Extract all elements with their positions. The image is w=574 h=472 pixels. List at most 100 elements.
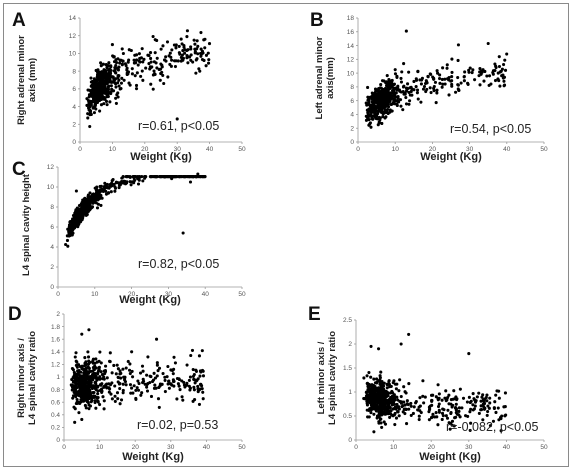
data-point <box>95 88 99 92</box>
data-point <box>102 384 106 388</box>
data-point <box>471 403 475 407</box>
data-point <box>70 385 75 389</box>
data-point <box>385 90 389 94</box>
data-point <box>102 399 106 403</box>
data-point <box>151 34 155 39</box>
data-point <box>127 48 131 52</box>
data-point <box>382 381 386 385</box>
data-point <box>128 371 132 376</box>
data-point <box>388 406 392 410</box>
data-point <box>494 393 498 397</box>
data-point <box>94 375 98 379</box>
data-point <box>161 372 165 376</box>
data-point <box>107 61 111 65</box>
data-point <box>185 48 189 53</box>
data-point <box>157 385 161 389</box>
data-point <box>171 372 175 376</box>
data-point <box>486 409 490 414</box>
data-point <box>435 91 439 95</box>
data-point <box>499 417 503 421</box>
data-point <box>86 195 90 199</box>
data-point <box>375 381 379 385</box>
data-point <box>407 90 411 94</box>
data-point <box>377 87 381 91</box>
data-point <box>471 408 475 412</box>
data-point <box>131 391 135 395</box>
data-point <box>409 413 413 417</box>
y-tick-label: 10 <box>47 184 55 191</box>
data-point <box>84 406 88 410</box>
data-point <box>97 92 101 96</box>
data-point <box>109 80 113 84</box>
data-point <box>473 400 478 404</box>
data-point <box>486 41 490 46</box>
data-point <box>163 375 167 379</box>
data-point <box>93 399 97 403</box>
data-point <box>442 408 446 412</box>
data-point <box>421 87 426 91</box>
data-point <box>123 378 127 382</box>
data-point <box>73 225 77 229</box>
data-point <box>407 382 411 386</box>
data-point <box>94 198 98 202</box>
data-point <box>203 46 207 50</box>
data-point <box>78 378 82 383</box>
data-point <box>106 92 110 96</box>
y-tick-label: 2 <box>348 341 352 348</box>
x-axis-label: Weight (Kg) <box>119 294 181 306</box>
data-point <box>419 82 423 86</box>
data-point <box>373 99 377 103</box>
data-point <box>169 368 173 372</box>
data-point <box>503 68 508 72</box>
data-point <box>386 410 390 414</box>
y-tick-label: 4 <box>72 104 76 111</box>
data-point <box>406 82 410 86</box>
data-point <box>85 372 89 376</box>
data-point <box>377 109 381 113</box>
data-point <box>126 359 130 364</box>
data-point <box>403 92 407 96</box>
data-point <box>178 175 182 179</box>
data-point <box>438 81 442 85</box>
data-point <box>416 69 420 73</box>
data-point <box>370 117 374 121</box>
data-point <box>457 409 461 413</box>
correlation-annotation: r=-0.082, p<0.05 <box>446 420 538 434</box>
data-point <box>394 95 398 99</box>
y-tick-label: 0 <box>72 139 76 146</box>
data-point <box>109 383 113 387</box>
data-point <box>79 400 83 404</box>
data-point <box>95 70 100 74</box>
data-point <box>161 73 165 77</box>
data-point <box>493 69 497 73</box>
data-point <box>503 58 507 62</box>
data-point <box>456 43 460 47</box>
data-point <box>91 201 95 205</box>
data-point <box>372 377 376 381</box>
data-point <box>450 75 454 79</box>
data-point <box>95 79 99 83</box>
data-point <box>397 414 401 418</box>
data-point <box>407 407 411 411</box>
data-point <box>92 80 96 84</box>
data-point <box>188 375 192 379</box>
panel-letter: D <box>8 304 22 325</box>
data-point <box>391 401 395 405</box>
data-point <box>119 398 124 402</box>
x-tick-label: 40 <box>503 146 511 153</box>
data-point <box>159 175 163 179</box>
data-point <box>153 376 158 380</box>
data-point <box>102 71 106 75</box>
data-point <box>503 414 507 418</box>
data-point <box>367 370 371 375</box>
data-point <box>436 71 440 75</box>
data-point <box>70 225 74 230</box>
data-point <box>89 392 93 396</box>
data-point <box>388 415 392 419</box>
data-point <box>394 387 398 391</box>
data-point <box>98 109 102 113</box>
y-axis-label-line: Right adrenal minor <box>16 35 27 125</box>
data-point <box>87 407 91 411</box>
data-point <box>126 70 130 74</box>
data-point <box>367 390 372 394</box>
